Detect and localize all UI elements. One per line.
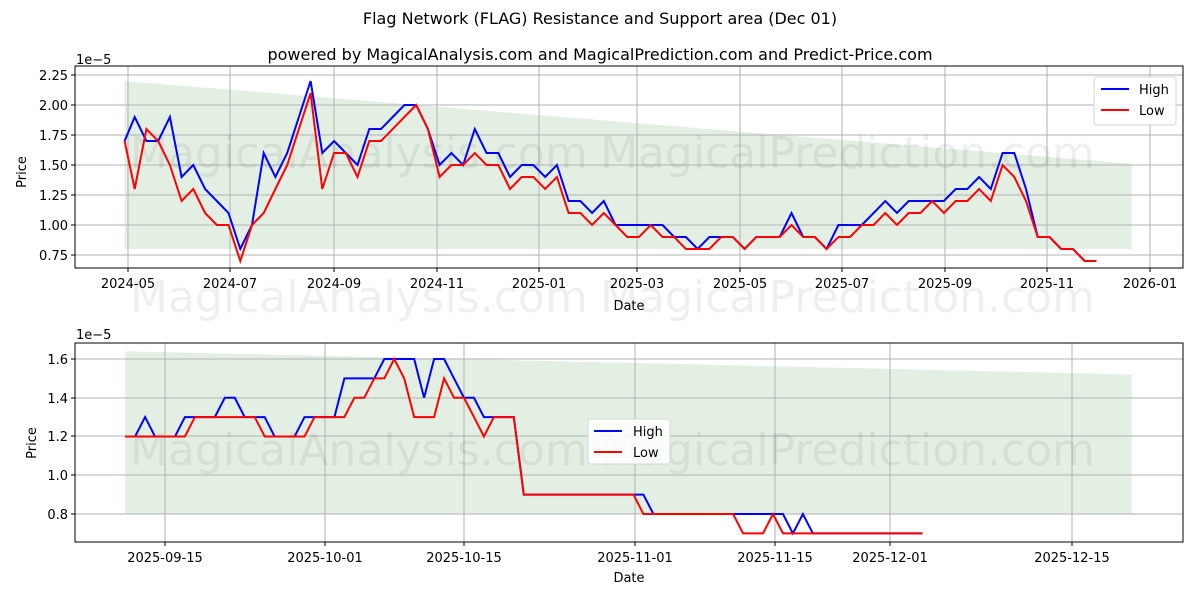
y-axis-label: Price xyxy=(25,427,40,459)
y-tick-label: 1.25 xyxy=(39,189,68,204)
low-line xyxy=(125,356,923,535)
watermark: MagicalAnalysis.com xyxy=(130,272,588,323)
x-axis-ticks: 2024-05 2024-07 2024-09 2024-11 2025-01 2025-… xyxy=(101,268,1177,292)
chart-title: Flag Network (FLAG) Resistance and Suppo… xyxy=(362,9,838,28)
x-tick-label: 2025-11-15 xyxy=(737,551,813,566)
top-price-chart: MagicalAnalysis.com MagicalPrediction.co… xyxy=(15,53,1184,323)
x-tick-label: 2026-01 xyxy=(1123,277,1177,292)
y-tick-label: 1.75 xyxy=(39,129,68,144)
x-axis-ticks: 2025-09-15 2025-10-01 2025-10-15 2025-11-01… xyxy=(127,542,1110,566)
legend: High Low xyxy=(587,418,671,465)
y-tick-label: 1.6 xyxy=(47,353,68,368)
x-tick-label: 2025-03 xyxy=(610,277,664,292)
y-tick-label: 1.4 xyxy=(47,392,68,407)
x-tick-label: 2025-12-15 xyxy=(1034,551,1110,566)
y-tick-label: 2.25 xyxy=(39,69,68,84)
y-tick-label: 1.50 xyxy=(39,159,68,174)
x-tick-label: 2024-11 xyxy=(410,277,464,292)
x-axis-label: Date xyxy=(613,571,644,586)
y-tick-label: 0.75 xyxy=(39,249,68,264)
y-tick-label: 2.00 xyxy=(39,99,68,114)
chart-subtitle: powered by MagicalAnalysis.com and Magic… xyxy=(267,45,933,64)
legend-high-label: High xyxy=(1139,83,1169,98)
y-axis-label: Price xyxy=(15,156,30,188)
y-tick-label: 1.00 xyxy=(39,219,68,234)
x-tick-label: 2025-01 xyxy=(512,277,566,292)
watermark: MagicalPrediction.com xyxy=(600,425,1095,476)
y-axis-ticks: 2.25 2.00 1.75 1.50 1.25 1.00 0.75 xyxy=(39,69,75,264)
legend-low-label: Low xyxy=(633,446,659,461)
y-tick-label: 1.0 xyxy=(47,469,68,484)
y-axis-ticks: 1.6 1.4 1.2 1.0 0.8 xyxy=(47,353,75,523)
legend: High Low xyxy=(1093,76,1177,126)
y-scale-label: 1e−5 xyxy=(76,328,111,343)
x-tick-label: 2025-11 xyxy=(1020,277,1074,292)
x-tick-label: 2025-10-01 xyxy=(287,551,363,566)
x-tick-label: 2025-09 xyxy=(918,277,972,292)
x-tick-label: 2024-07 xyxy=(203,277,257,292)
y-scale-label: 1e−5 xyxy=(76,53,111,68)
legend-low-label: Low xyxy=(1139,104,1165,119)
high-line xyxy=(123,80,1097,262)
legend-high-label: High xyxy=(633,425,663,440)
x-tick-label: 2025-07 xyxy=(815,277,869,292)
plot-frame xyxy=(74,342,1184,543)
watermark: MagicalAnalysis.com xyxy=(130,425,588,476)
plot-frame xyxy=(74,65,1184,269)
x-tick-label: 2025-12-01 xyxy=(852,551,928,566)
y-tick-label: 1.2 xyxy=(47,430,68,445)
x-tick-label: 2024-05 xyxy=(101,277,155,292)
watermark: MagicalPrediction.com xyxy=(600,272,1095,323)
x-tick-label: 2025-05 xyxy=(713,277,767,292)
y-tick-label: 0.8 xyxy=(47,508,68,523)
x-tick-label: 2025-11-01 xyxy=(597,551,673,566)
low-line xyxy=(123,92,1097,265)
x-tick-label: 2025-09-15 xyxy=(127,551,203,566)
x-axis-label: Date xyxy=(613,299,644,314)
bottom-price-chart: MagicalAnalysis.com MagicalPrediction.co… xyxy=(25,328,1184,586)
x-tick-label: 2025-10-15 xyxy=(426,551,502,566)
x-tick-label: 2024-09 xyxy=(307,277,361,292)
